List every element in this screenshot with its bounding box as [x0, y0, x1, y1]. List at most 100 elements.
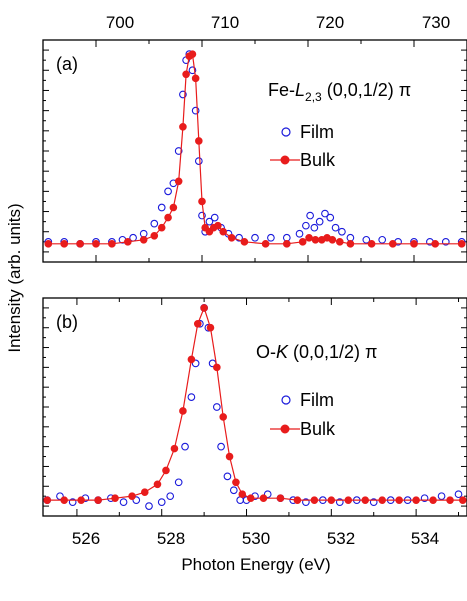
- data-point-bulk: [94, 496, 102, 504]
- data-point-bulk: [108, 240, 116, 248]
- legend-a-film-marker: [281, 127, 291, 137]
- data-point-bulk: [412, 496, 420, 504]
- data-point-bulk: [429, 496, 437, 504]
- legend-b-bulk-marker: [280, 424, 290, 434]
- data-point-film: [229, 486, 238, 495]
- data-point-film: [302, 498, 310, 506]
- data-point-film: [302, 221, 310, 230]
- data-point-film: [310, 223, 319, 232]
- data-point-bulk: [111, 494, 119, 502]
- annotation-b-italic: K: [276, 342, 289, 362]
- data-point-film: [181, 442, 189, 451]
- data-point-bulk: [240, 238, 249, 246]
- annotation-b-prefix: O-: [256, 342, 276, 362]
- data-point-film: [188, 66, 197, 75]
- data-point-film: [174, 478, 183, 487]
- data-point-bulk: [361, 496, 370, 504]
- data-point-bulk: [246, 494, 255, 502]
- data-point-film: [223, 472, 232, 481]
- data-point-bulk: [164, 213, 172, 222]
- data-point-film: [437, 492, 446, 501]
- data-point-film: [157, 498, 166, 506]
- data-point-bulk: [225, 452, 234, 461]
- data-point-bulk: [219, 413, 227, 421]
- data-point-bulk: [76, 240, 84, 248]
- panel-b-label: (b): [56, 312, 78, 332]
- data-point-film: [251, 233, 259, 242]
- data-point-bulk: [92, 240, 100, 248]
- data-point-film: [362, 235, 371, 244]
- data-point-bulk: [213, 363, 221, 372]
- data-point-film: [174, 147, 183, 155]
- data-point-bulk: [191, 74, 200, 83]
- data-point-bulk: [60, 240, 68, 248]
- data-point-film: [205, 217, 214, 226]
- tick-label-x-bottom-1: 528: [157, 529, 185, 548]
- data-point-bulk: [378, 496, 387, 504]
- data-point-film: [331, 223, 340, 232]
- data-point-film: [164, 187, 172, 196]
- panel-b: (b) O-K (0,0,1/2) π Film Bulk: [42, 297, 467, 517]
- data-point-film: [187, 393, 196, 401]
- data-point-bulk: [293, 496, 302, 504]
- data-point-bulk: [310, 496, 319, 504]
- data-point-film: [338, 227, 346, 236]
- data-point-film: [132, 496, 141, 504]
- data-point-bulk: [60, 496, 68, 504]
- legend-a-bulk-marker: [280, 155, 290, 165]
- panel-b-plot-area: [43, 304, 467, 510]
- panel-b-frame: [42, 297, 467, 517]
- tick-label-x-bottom-4: 534: [411, 529, 439, 548]
- data-point-bulk: [124, 238, 132, 246]
- panel-a-ticks: [42, 40, 467, 262]
- data-point-bulk: [139, 236, 148, 244]
- tick-label-x-top-0: 700: [106, 13, 134, 32]
- tick-label-x-bottom-3: 532: [327, 529, 355, 548]
- tick-label-x-top-1: 710: [211, 13, 239, 32]
- data-point-film: [166, 492, 175, 501]
- data-point-bulk: [311, 236, 320, 244]
- data-point-bulk: [367, 240, 376, 248]
- data-point-bulk: [227, 233, 236, 242]
- data-point-film: [263, 490, 272, 499]
- panel-a-label: (a): [56, 54, 78, 74]
- data-point-bulk: [395, 496, 403, 504]
- data-point-bulk: [410, 240, 418, 248]
- data-point-film: [369, 498, 378, 506]
- tick-label-x-top-3: 730: [422, 13, 450, 32]
- tick-label-x-bottom-2: 530: [242, 529, 270, 548]
- annotation-a-prefix: Fe-: [268, 80, 295, 100]
- panel-a-plot-area: [44, 50, 466, 248]
- data-point-bulk: [43, 496, 52, 504]
- data-point-bulk: [179, 407, 187, 415]
- legend-b-film-label: Film: [300, 390, 334, 410]
- data-point-film: [194, 157, 203, 165]
- data-point-bulk: [457, 240, 466, 248]
- data-point-bulk: [195, 137, 203, 145]
- legend-b-film-marker: [281, 395, 291, 405]
- data-point-bulk: [182, 70, 190, 79]
- data-point-bulk: [346, 240, 355, 248]
- data-point-bulk: [153, 480, 162, 489]
- data-point-bulk: [259, 494, 268, 502]
- data-point-film: [420, 494, 429, 503]
- bottom-x-tick-labels: 526 528 530 532 534: [72, 529, 439, 548]
- data-point-film: [56, 492, 64, 501]
- data-point-bulk: [187, 355, 196, 364]
- data-point-film: [235, 233, 243, 242]
- data-point-film: [145, 502, 153, 510]
- data-point-bulk: [174, 177, 183, 186]
- data-point-bulk: [232, 478, 240, 487]
- data-point-film: [321, 209, 329, 218]
- data-point-film: [212, 403, 221, 411]
- data-point-film: [157, 203, 166, 212]
- data-point-bulk: [214, 221, 222, 230]
- data-point-film: [198, 211, 206, 220]
- data-point-film: [119, 498, 128, 506]
- data-point-bulk: [327, 496, 336, 504]
- data-point-bulk: [298, 238, 307, 246]
- panel-b-ticks: [43, 298, 467, 516]
- data-point-bulk: [276, 494, 285, 502]
- annotation-a-italic: L: [295, 80, 305, 100]
